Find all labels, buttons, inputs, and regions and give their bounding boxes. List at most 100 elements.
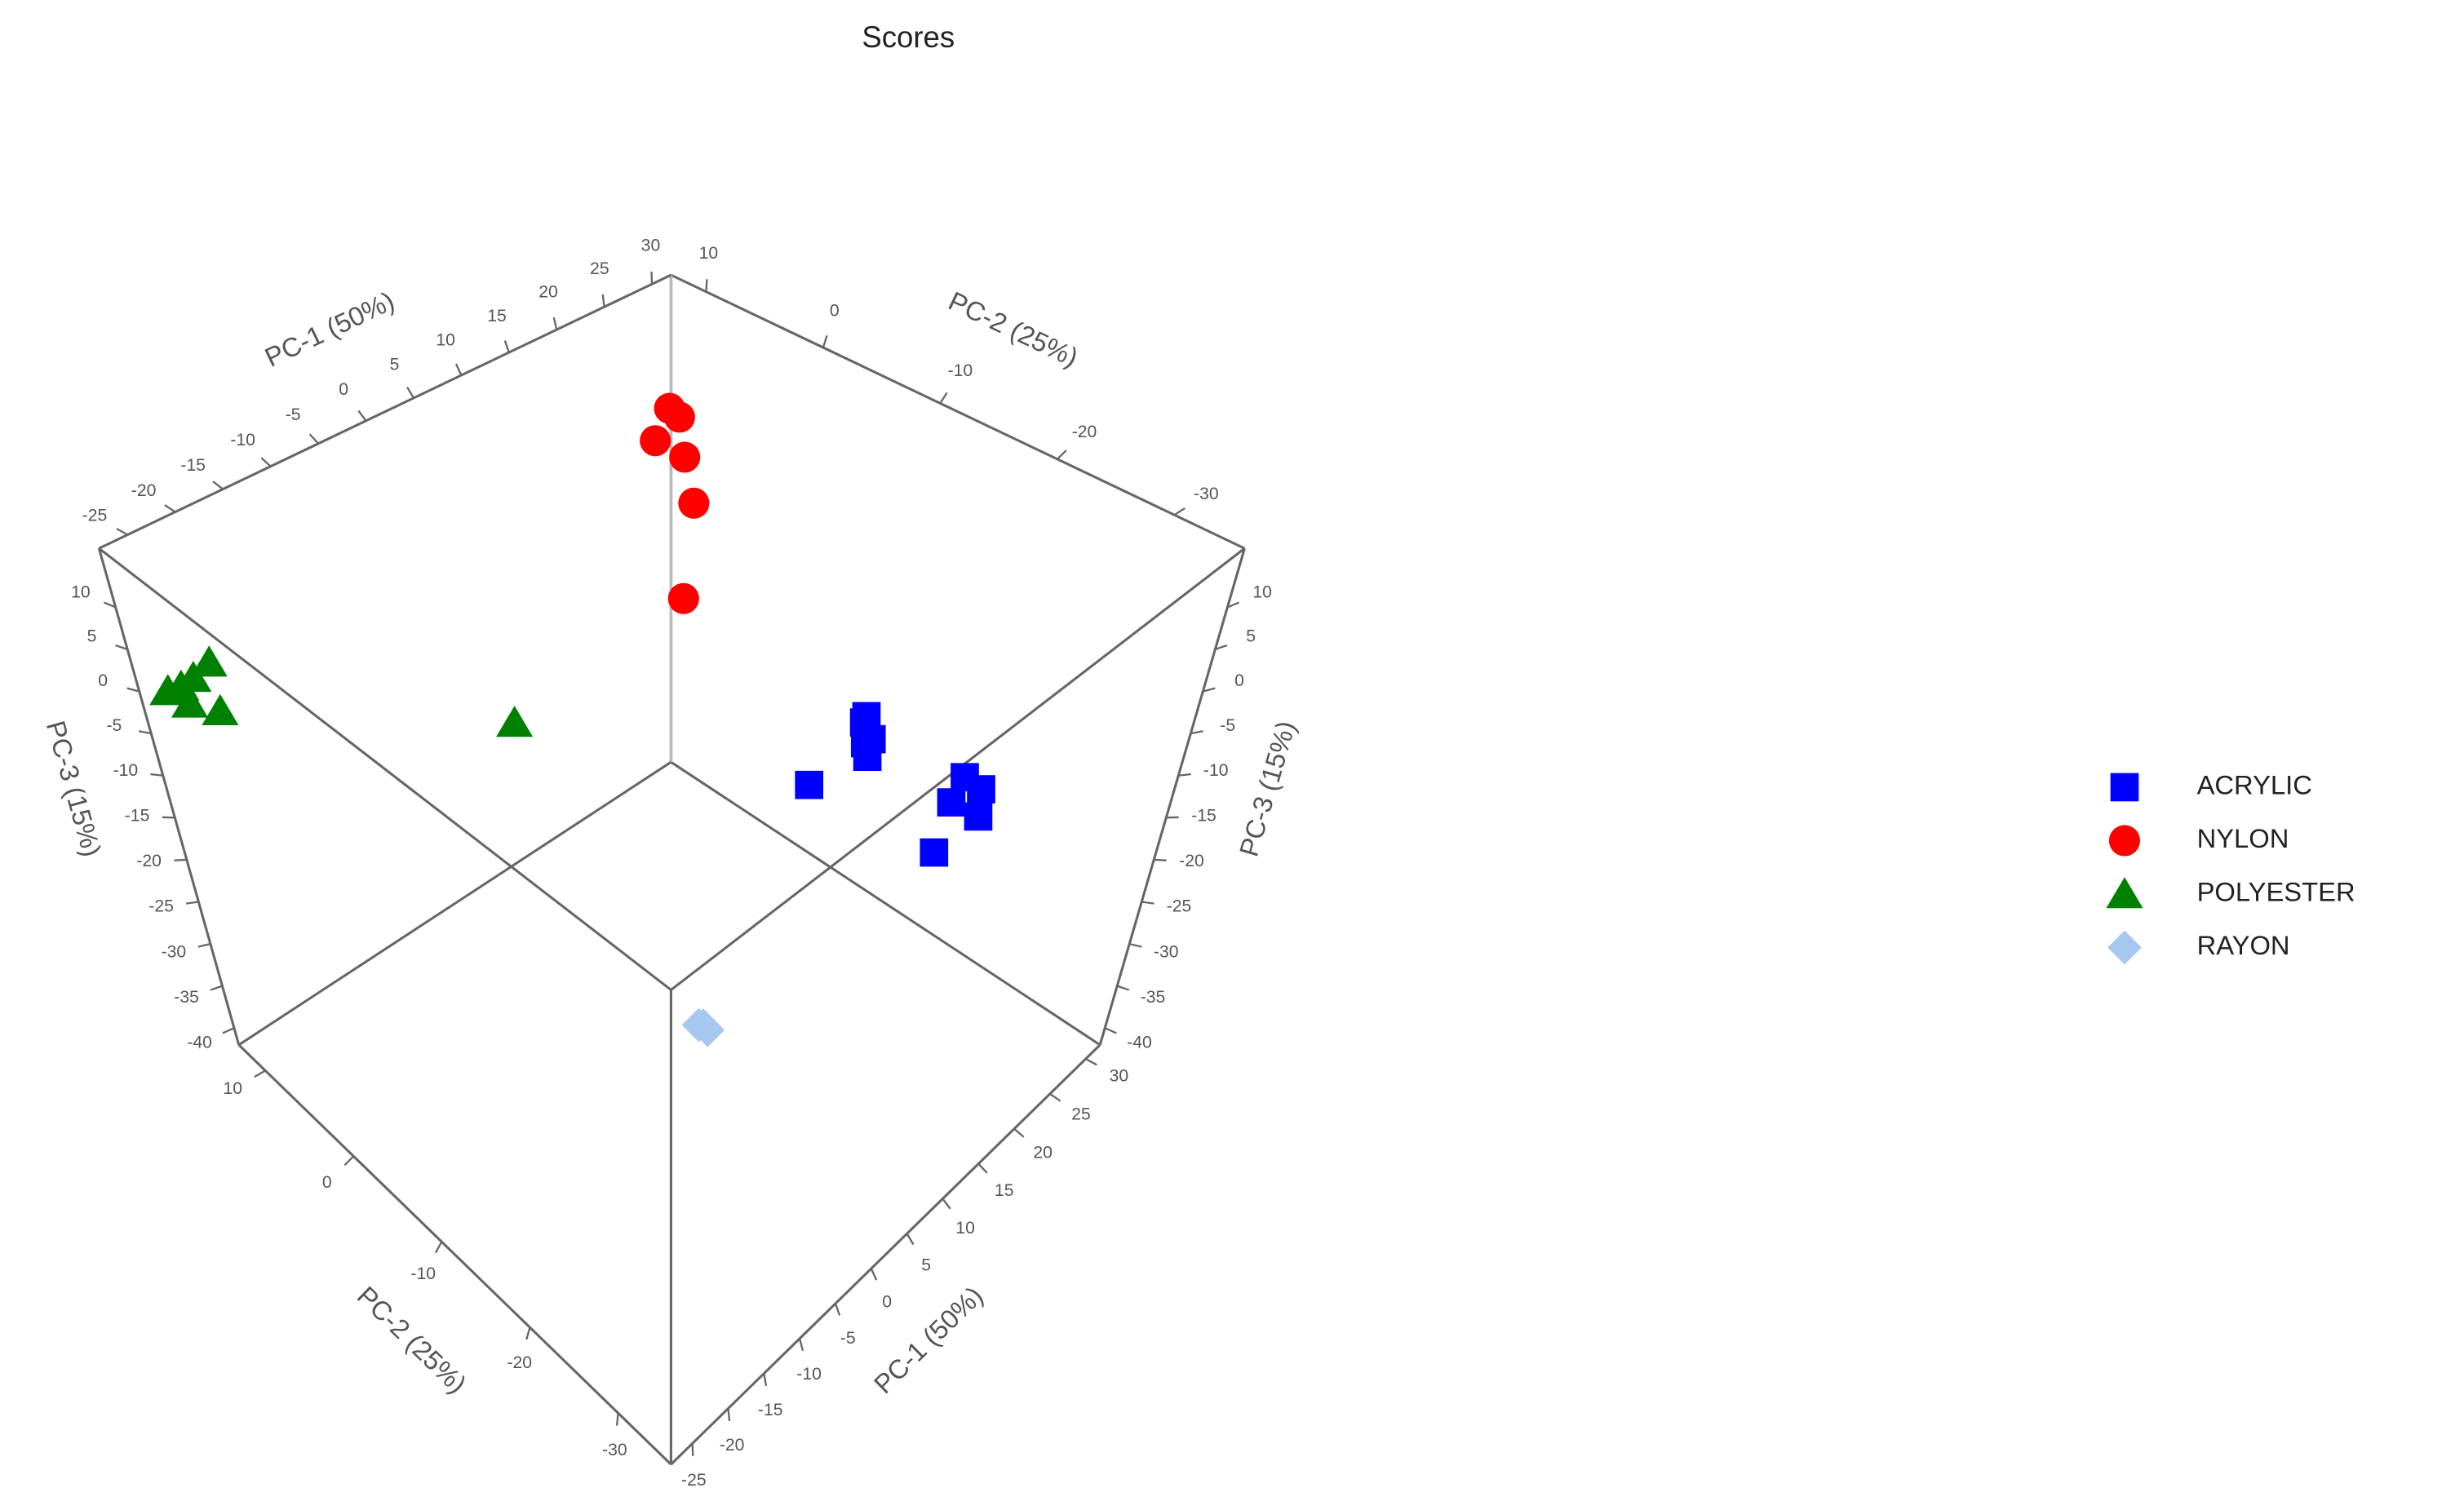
tick-label: -20: [720, 1436, 745, 1455]
tick-label: 5: [921, 1256, 931, 1275]
tick-label: -30: [1154, 942, 1179, 961]
tick-mark: [150, 773, 163, 777]
tick-mark: [601, 294, 605, 308]
axis-title: PC-1 (50%): [260, 286, 399, 373]
tick-mark: [525, 1326, 531, 1340]
tick-mark: [174, 858, 187, 861]
tick-mark: [164, 504, 176, 513]
box-edge: [97, 547, 241, 1046]
axis-title: PC-3 (15%): [41, 717, 108, 860]
tick-label: 25: [1071, 1105, 1091, 1124]
box-edge: [237, 1043, 672, 1466]
tick-mark: [1166, 816, 1179, 819]
tick-label: 0: [882, 1293, 892, 1312]
box-edge: [670, 1043, 1101, 1466]
legend-label: NYLON: [2197, 823, 2289, 853]
legend-marker: [2106, 877, 2143, 909]
tick-mark: [650, 271, 654, 285]
legend-label: ACRYLIC: [2197, 770, 2312, 800]
tick-mark: [1190, 730, 1203, 735]
tick-mark: [705, 279, 708, 292]
tick-label: 0: [830, 301, 840, 320]
tick-mark: [834, 1303, 841, 1316]
tick-label: -20: [131, 481, 157, 500]
tick-mark: [254, 1069, 266, 1078]
tick-mark: [1116, 985, 1130, 991]
tick-mark: [616, 1413, 619, 1426]
data-point: [663, 401, 695, 433]
tick-label: -20: [136, 852, 162, 870]
legend-label: POLYESTER: [2197, 877, 2355, 907]
tick-mark: [185, 901, 199, 905]
axis-title: PC-2 (25%): [352, 1280, 472, 1399]
tick-label: -20: [1072, 423, 1097, 441]
tick-label: -10: [1203, 761, 1229, 780]
tick-label: 5: [87, 627, 97, 646]
tick-mark: [503, 340, 510, 353]
tick-mark: [308, 433, 319, 445]
tick-label: -30: [1194, 485, 1219, 503]
tick-mark: [1141, 901, 1154, 905]
tick-label: 0: [1234, 671, 1244, 690]
tick-label: -10: [230, 431, 255, 449]
tick-label: 15: [995, 1181, 1014, 1200]
tick-label: -5: [1220, 716, 1235, 735]
tick-label: 10: [223, 1079, 242, 1098]
tick-mark: [942, 1198, 951, 1210]
data-point: [669, 441, 701, 473]
box-edge: [1098, 547, 1246, 1046]
tick-label: 10: [1252, 583, 1272, 602]
tick-mark: [1104, 1027, 1117, 1034]
tick-label: -10: [796, 1365, 822, 1384]
tick-label: 0: [339, 380, 348, 399]
legend-marker: [2110, 773, 2139, 802]
tick-mark: [1049, 1092, 1061, 1102]
tick-mark: [210, 985, 223, 991]
tick-mark: [212, 480, 224, 490]
tick-mark: [454, 363, 463, 376]
data-point: [937, 788, 966, 817]
tick-mark: [103, 601, 117, 609]
tick-label: -20: [507, 1353, 532, 1372]
tick-mark: [939, 392, 948, 405]
legend-marker: [2108, 825, 2141, 857]
tick-mark: [1226, 601, 1240, 609]
legend-marker: [2107, 930, 2142, 965]
tick-label: -10: [113, 761, 139, 780]
data-point: [190, 645, 228, 677]
tick-label: 10: [955, 1219, 975, 1238]
data-point: [640, 425, 671, 457]
tick-label: 10: [699, 244, 719, 263]
data-point: [496, 706, 534, 737]
tick-mark: [138, 730, 152, 735]
tick-label: -30: [602, 1441, 627, 1459]
data-point: [920, 838, 949, 867]
tick-mark: [357, 410, 367, 422]
tick-label: 10: [71, 583, 91, 602]
tick-label: -5: [106, 716, 122, 735]
tick-label: 25: [590, 259, 609, 278]
tick-mark: [343, 1155, 355, 1167]
tick-label: -5: [286, 405, 301, 424]
tick-mark: [1085, 1057, 1097, 1066]
data-point: [681, 1007, 716, 1043]
data-point: [149, 674, 187, 706]
tick-mark: [1057, 449, 1067, 460]
tick-mark: [1154, 858, 1167, 861]
tick-mark: [799, 1338, 804, 1352]
data-point: [678, 487, 710, 519]
tick-label: -25: [1167, 897, 1192, 916]
tick-label: -20: [1179, 852, 1204, 870]
box-edge: [98, 273, 672, 550]
legend-label: RAYON: [2197, 930, 2290, 960]
tick-label: 15: [487, 307, 507, 325]
tick-mark: [197, 942, 211, 948]
tick-mark: [406, 387, 414, 399]
tick-label: -10: [410, 1264, 436, 1283]
tick-label: -35: [1141, 988, 1166, 1007]
axis-title: PC-3 (15%): [1233, 717, 1301, 860]
tick-mark: [906, 1233, 915, 1246]
tick-label: 20: [1033, 1143, 1053, 1162]
tick-label: 10: [436, 331, 455, 350]
tick-mark: [822, 334, 828, 348]
